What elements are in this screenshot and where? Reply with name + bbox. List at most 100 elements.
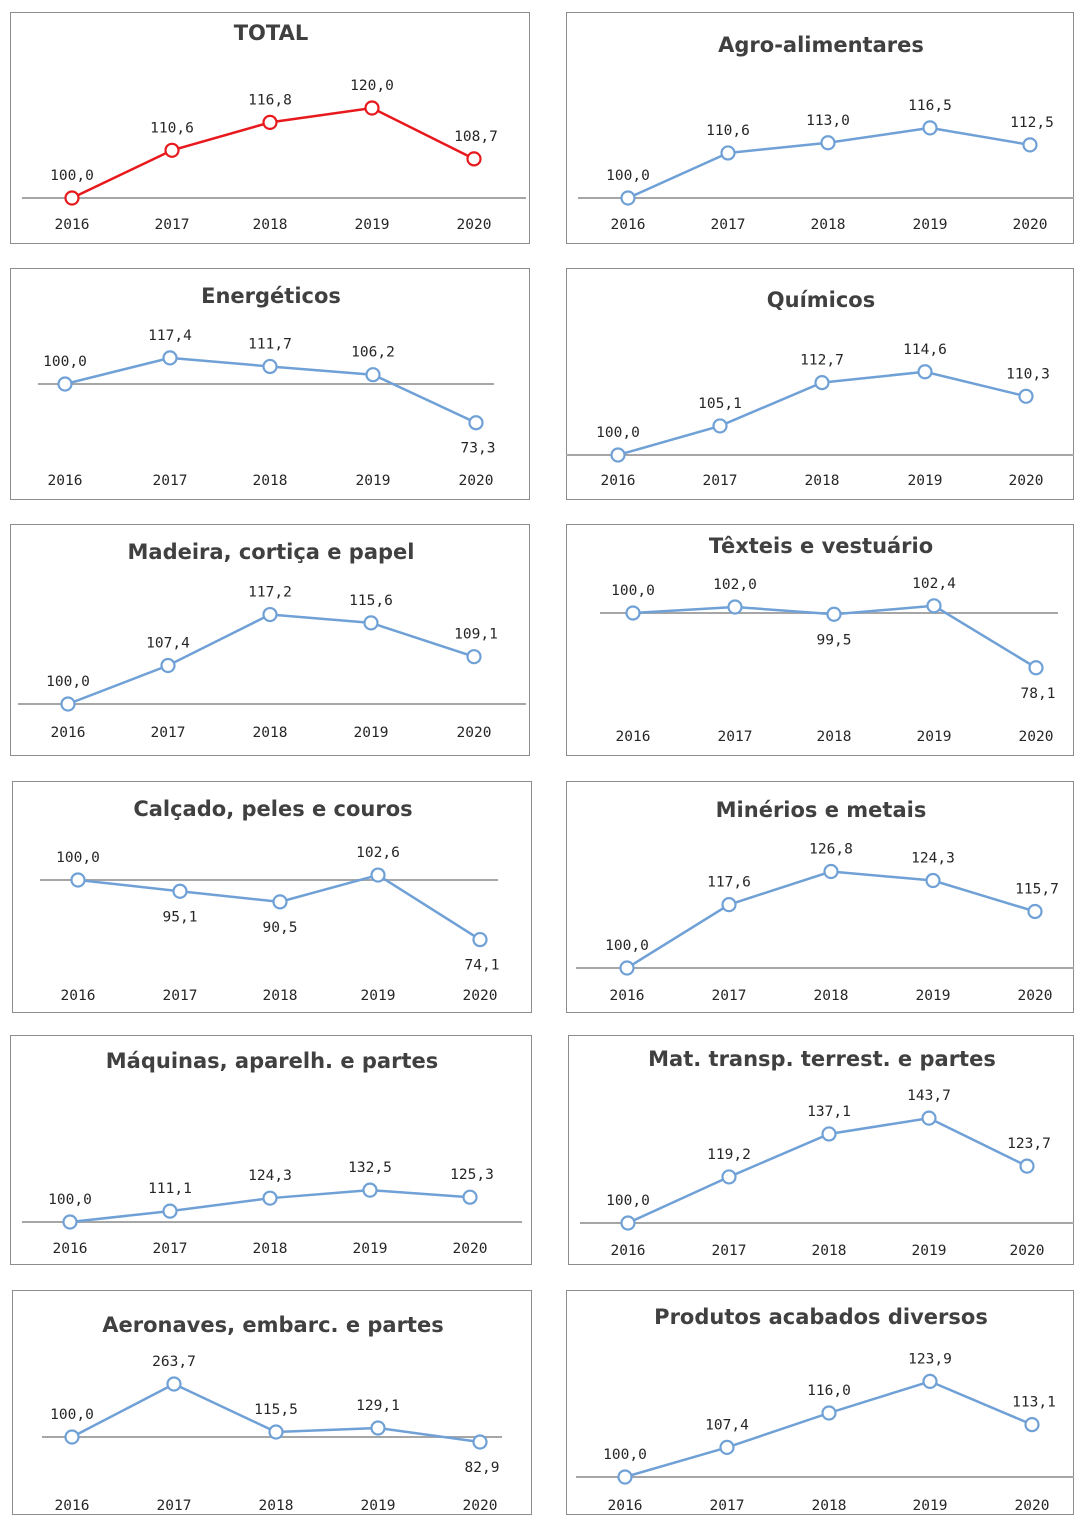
data-point-2018 [814,375,830,391]
data-label-2016: 100,0 [46,674,90,690]
data-point-2017 [721,1169,737,1185]
x-tick-label-2018: 2018 [805,473,840,489]
x-tick-label-2020: 2020 [1010,1243,1045,1259]
data-point-2016 [64,1429,80,1445]
data-point-2018 [272,894,288,910]
data-point-2017 [164,142,180,158]
data-point-2019 [921,1110,937,1126]
x-tick-label-2016: 2016 [601,473,636,489]
chart-panel-calcado-peles-e-couros: Calçado, peles e couros 100,0 2016 95,1 2017… [12,781,532,1013]
data-label-2018: 113,0 [806,113,850,129]
x-tick-label-2017: 2017 [153,473,188,489]
chart-panel-aeronaves-embarc-e-partes: Aeronaves, embarc. e partes 100,0 2016 263,… [12,1290,532,1515]
data-label-2016: 100,0 [56,850,100,866]
x-tick-label-2017: 2017 [153,1241,188,1257]
data-point-2017 [719,1439,735,1455]
data-label-2017: 119,2 [707,1147,751,1163]
x-tick-label-2016: 2016 [608,1498,643,1514]
data-point-2020 [1019,1158,1035,1174]
x-tick-label-2018: 2018 [814,988,849,1004]
data-point-2016 [70,872,86,888]
data-point-2017 [162,350,178,366]
chart-title: Agro-alimentares [718,33,924,57]
data-label-2017: 117,4 [148,328,192,344]
chart-title: Madeira, cortiça e papel [128,540,415,564]
data-point-2019 [370,1420,386,1436]
x-tick-label-2018: 2018 [812,1243,847,1259]
data-label-2019: 116,5 [908,98,952,114]
x-tick-label-2017: 2017 [163,988,198,1004]
data-point-2017 [172,883,188,899]
data-point-2017 [720,145,736,161]
line-chart-mat-transp-terrest-e-partes: Mat. transp. terrest. e partes 100,0 2016 1… [580,1047,1074,1259]
line-chart-calcado-peles-e-couros: Calçado, peles e couros 100,0 2016 95,1 2017… [40,797,499,1004]
data-point-2017 [162,1203,178,1219]
x-tick-label-2018: 2018 [811,217,846,233]
data-point-2016 [619,960,635,976]
x-tick-label-2017: 2017 [151,725,186,741]
chart-panel-agro-alimentares: Agro-alimentares 100,0 2016 110,6 2017 113,0 2… [566,12,1074,244]
chart-title: Têxteis e vestuário [709,534,933,558]
x-tick-label-2017: 2017 [157,1498,192,1514]
x-tick-label-2016: 2016 [611,217,646,233]
data-point-2018 [262,1190,278,1206]
data-point-2016 [625,605,641,621]
x-tick-label-2018: 2018 [817,729,852,745]
x-tick-label-2019: 2019 [908,473,943,489]
x-tick-label-2016: 2016 [610,988,645,1004]
chart-panel-maquinas-aparelh-e-partes: Máquinas, aparelh. e partes 100,0 2016 111,… [10,1035,532,1265]
x-tick-label-2019: 2019 [361,1498,396,1514]
data-point-2019 [364,100,380,116]
data-label-2017: 117,6 [707,875,751,891]
line-chart-total: TOTAL 100,0 2016 110,6 2017 116,8 2018 120,0 201… [22,21,526,233]
data-label-2018: 115,5 [254,1402,298,1418]
data-label-2019: 129,1 [356,1398,400,1414]
data-label-2016: 100,0 [603,1447,647,1463]
data-label-2016: 100,0 [50,1407,94,1423]
x-tick-label-2019: 2019 [916,988,951,1004]
x-tick-label-2020: 2020 [463,988,498,1004]
x-tick-label-2016: 2016 [53,1241,88,1257]
data-label-2020: 125,3 [450,1167,494,1183]
data-point-2018 [823,863,839,880]
x-tick-label-2019: 2019 [361,988,396,1004]
data-point-2020 [468,415,484,431]
x-tick-label-2018: 2018 [253,725,288,741]
x-tick-label-2017: 2017 [712,988,747,1004]
x-tick-label-2020: 2020 [1015,1498,1050,1514]
x-tick-label-2016: 2016 [616,729,651,745]
chart-panel-total: TOTAL 100,0 2016 110,6 2017 116,8 2018 120,0 201… [10,12,530,244]
data-point-2020 [472,931,488,948]
data-point-2018 [826,606,842,622]
series-line [67,613,475,706]
chart-title: Mat. transp. terrest. e partes [648,1047,996,1071]
chart-title: Calçado, peles e couros [133,797,412,821]
data-label-2016: 100,0 [43,354,87,370]
data-point-2019 [925,872,941,889]
x-tick-label-2016: 2016 [55,1498,90,1514]
data-point-2017 [160,657,176,674]
data-label-2020: 73,3 [461,441,496,457]
data-label-2018: 111,7 [248,336,292,352]
chart-panel-minerios-e-metais: Minérios e metais 100,0 2016 117,6 2017 126,8… [566,781,1074,1013]
x-tick-label-2020: 2020 [457,217,492,233]
x-tick-label-2019: 2019 [356,473,391,489]
x-tick-label-2020: 2020 [1013,217,1048,233]
data-point-2018 [268,1424,284,1440]
data-point-2016 [620,190,636,206]
data-point-2016 [57,376,73,392]
data-point-2020 [472,1434,488,1450]
data-label-2018: 90,5 [263,920,298,936]
line-chart-minerios-e-metais: Minérios e metais 100,0 2016 117,6 2017 126,8… [576,798,1074,1004]
line-chart-madeira-cortica-e-papel: Madeira, cortiça e papel 100,0 2016 107,4 20… [18,540,526,741]
line-chart-texteis-e-vestuario: Têxteis e vestuário 100,0 2016 102,0 2017 99,… [600,534,1058,745]
data-label-2020: 78,1 [1021,686,1056,702]
data-point-2016 [64,190,80,206]
data-label-2018: 137,1 [807,1104,851,1120]
line-chart-produtos-acabados-diversos: Produtos acabados diversos 100,0 2016 107,4… [576,1305,1074,1514]
data-point-2019 [370,867,386,883]
data-label-2018: 124,3 [248,1168,292,1184]
data-label-2016: 100,0 [606,1193,650,1209]
data-point-2018 [821,1126,837,1142]
data-label-2016: 100,0 [50,168,94,184]
